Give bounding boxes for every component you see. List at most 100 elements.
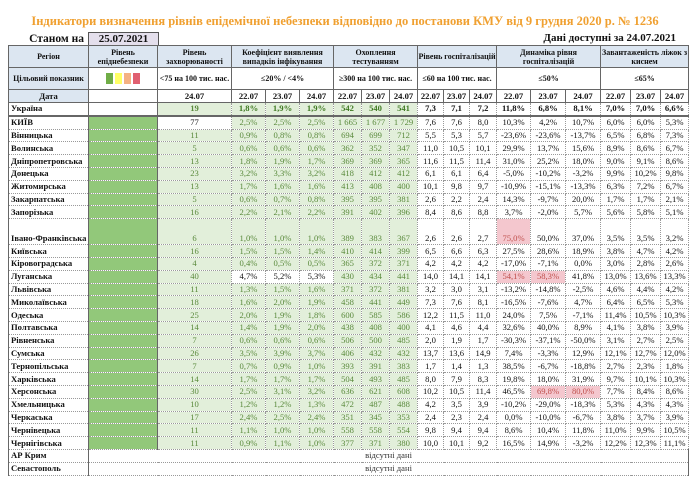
- hospitalization-cell: 11,0: [417, 141, 445, 156]
- dynamics-cell: -18,8%: [565, 359, 602, 374]
- beds-cell: 12,3%: [630, 436, 662, 450]
- beds-cell: 3,8%: [600, 410, 632, 425]
- target-dynamics: ≤50%: [496, 67, 602, 90]
- dynamics-cell: 16,5%: [496, 436, 532, 450]
- testing-cell: 504: [333, 372, 363, 386]
- beds-cell: 7,2%: [630, 179, 662, 194]
- dynamics-cell: -3,2%: [565, 166, 602, 181]
- testing-cell: 391: [361, 359, 391, 374]
- beds-cell: 3,8%: [600, 244, 632, 258]
- level-indicator: [88, 308, 158, 322]
- beds-cell: 6,7%: [660, 141, 690, 156]
- testing-cell: 636: [333, 384, 363, 399]
- hospitalization-cell: 5,7: [469, 128, 498, 143]
- coefficient-cell: 2,2%: [298, 205, 335, 220]
- dynamics-cell: -7,1%: [565, 308, 602, 322]
- region-name: Черкаська: [8, 410, 89, 425]
- no-data-note: відсутні дані: [87, 461, 690, 476]
- hospitalization-cell: 9,8: [443, 179, 471, 194]
- coefficient-cell: 2,5%: [231, 384, 266, 399]
- region-name: Луганська: [8, 269, 89, 284]
- coefficient-cell: 1,4%: [298, 244, 335, 258]
- dynamics-cell: 75,0%: [496, 218, 532, 246]
- dynamics-cell: 0,0%: [565, 256, 602, 271]
- dynamics-cell: -14,8%: [530, 282, 567, 297]
- date-cell: 22.07: [333, 89, 363, 103]
- beds-cell: 9,7%: [600, 372, 632, 386]
- coefficient-cell: 3,9%: [265, 346, 300, 361]
- testing-cell: 558: [333, 423, 363, 438]
- coefficient-cell: 1,0%: [298, 359, 335, 374]
- date-cell: 24.07: [565, 89, 602, 103]
- coefficient-cell: 0,8%: [298, 192, 335, 207]
- coefficient-cell: 2,5%: [265, 115, 300, 130]
- testing-cell: 558: [361, 423, 391, 438]
- dynamics-cell: 4,2%: [530, 115, 567, 130]
- region-name: Кіровоградська: [8, 256, 89, 271]
- dynamics-cell: 80,0%: [565, 384, 602, 399]
- morbidity-cell: 7: [157, 359, 232, 374]
- coefficient-cell: 0,8%: [298, 128, 335, 143]
- beds-cell: 13,6%: [630, 269, 662, 284]
- level-indicator: [88, 205, 158, 220]
- hospitalization-cell: 14,1: [469, 269, 498, 284]
- testing-cell: 408: [361, 320, 391, 335]
- testing-cell: 413: [333, 179, 363, 194]
- level-indicator: [88, 141, 158, 156]
- testing-cell: 493: [361, 372, 391, 386]
- table-row: Кіровоградська 4 0,4% 0,5% 0,5% 365 372 371 4,2 4…: [8, 256, 690, 271]
- region-name: Рівненська: [8, 333, 89, 348]
- hospitalization-cell: 7,6: [443, 295, 471, 310]
- region-name: КИЇВ: [8, 115, 89, 130]
- dynamics-cell: 50,0%: [530, 218, 567, 246]
- coefficient-cell: 0,6%: [231, 141, 266, 156]
- testing-cell: 485: [389, 372, 419, 386]
- beds-cell: 3,5%: [600, 218, 632, 246]
- target-testing: ≥300 на 100 тис. нас.: [333, 67, 419, 90]
- beds-cell: 4,6%: [600, 282, 632, 297]
- hospitalization-cell: 8,0: [417, 372, 445, 386]
- region-name: Житомирська: [8, 179, 89, 194]
- header-testing: Охоплення тестуванням: [333, 45, 419, 68]
- coefficient-cell: 3,5%: [231, 346, 266, 361]
- hospitalization-cell: 9,4: [469, 423, 498, 438]
- hospitalization-cell: 5,3: [443, 128, 471, 143]
- beds-cell: 3,0%: [600, 256, 632, 271]
- region-name: Харківська: [8, 372, 89, 386]
- region-name: Хмельницька: [8, 397, 89, 412]
- dynamics-cell: 13,7%: [530, 141, 567, 156]
- date-cell: 22.07: [496, 89, 532, 103]
- beds-cell: 4,3%: [660, 397, 690, 412]
- hospitalization-cell: 12,2: [417, 308, 445, 322]
- hospitalization-cell: 14,9: [469, 346, 498, 361]
- morbidity-cell: 11: [157, 436, 232, 450]
- beds-cell: 10,3%: [660, 372, 690, 386]
- hospitalization-cell: 13,6: [443, 346, 471, 361]
- testing-cell: 380: [389, 436, 419, 450]
- testing-cell: 586: [389, 308, 419, 322]
- hospitalization-cell: 11,4: [469, 384, 498, 399]
- level-color-swatch: [115, 73, 122, 84]
- level-indicator: [88, 115, 158, 130]
- coefficient-cell: 2,0%: [265, 295, 300, 310]
- dynamics-cell: -10,9%: [496, 179, 532, 194]
- morbidity-cell: 10: [157, 397, 232, 412]
- level-indicator: [88, 295, 158, 310]
- testing-cell: 472: [333, 397, 363, 412]
- hospitalization-cell: 10,1: [417, 179, 445, 194]
- dynamics-cell: 6,8%: [530, 101, 567, 117]
- dynamics-cell: 24,0%: [496, 308, 532, 322]
- coefficient-cell: 3,2%: [298, 166, 335, 181]
- testing-cell: 449: [389, 295, 419, 310]
- beds-cell: 12,7%: [630, 346, 662, 361]
- coefficient-cell: 1,3%: [298, 397, 335, 412]
- beds-cell: 5,6%: [600, 205, 632, 220]
- beds-cell: 10,5%: [660, 423, 690, 438]
- testing-cell: 381: [389, 282, 419, 297]
- testing-cell: 367: [389, 218, 419, 246]
- beds-cell: 3,2%: [660, 218, 690, 246]
- level-indicator: [88, 320, 158, 335]
- hospitalization-cell: 2,2: [443, 192, 471, 207]
- beds-cell: 3,5%: [630, 218, 662, 246]
- hospitalization-cell: 9,4: [443, 423, 471, 438]
